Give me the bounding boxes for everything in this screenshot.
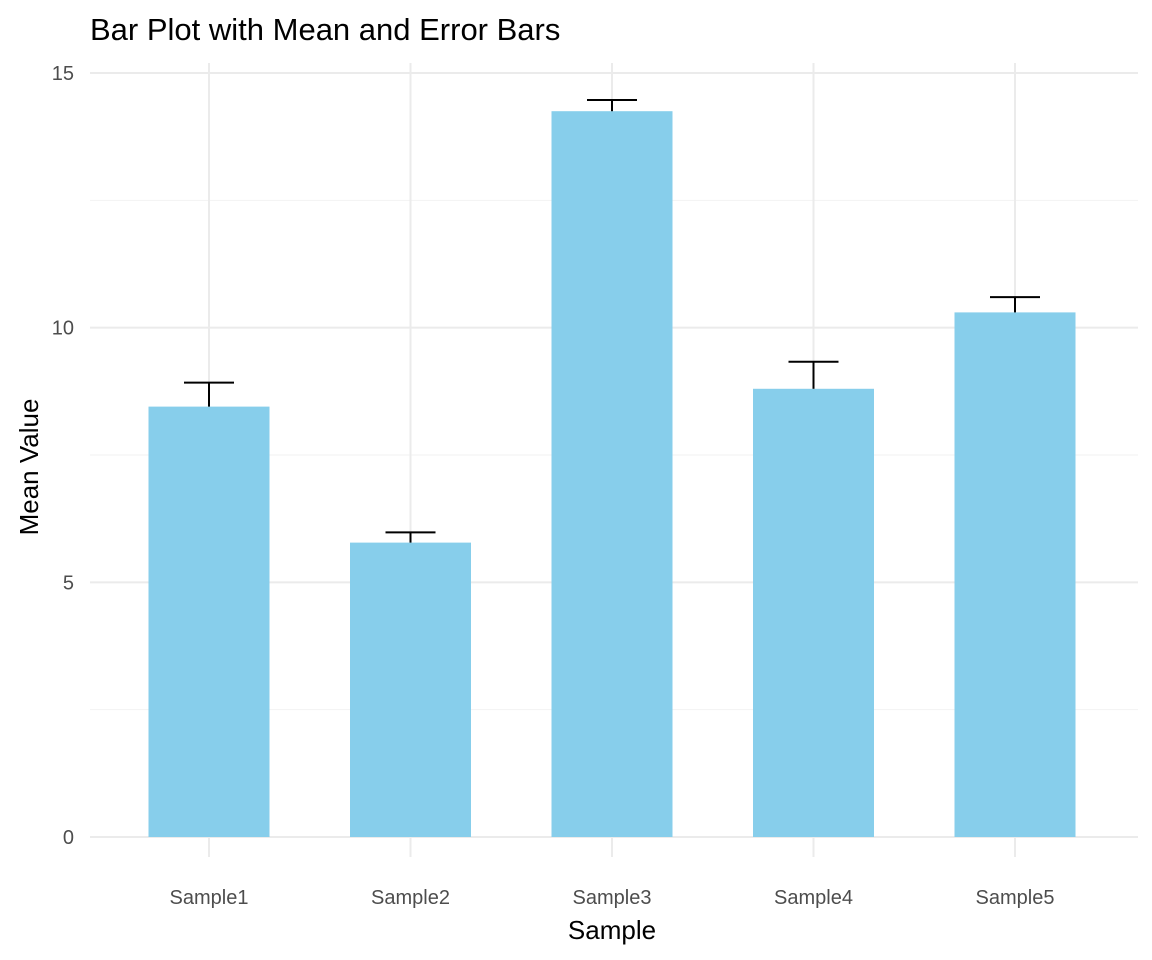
y-tick-label: 5	[63, 572, 74, 594]
error-bar-sample4	[788, 360, 839, 389]
x-tick-label: Sample3	[573, 887, 652, 909]
error-bar-sample2	[385, 531, 436, 543]
error-bars	[184, 98, 1040, 543]
x-axis-ticks: Sample1 Sample2 Sample3 Sample4 Sample5	[170, 887, 1055, 909]
y-tick-label: 15	[52, 63, 74, 85]
bar-sample3	[551, 111, 673, 837]
x-tick-label: Sample4	[774, 887, 853, 909]
x-tick-label: Sample2	[371, 887, 450, 909]
chart-title: Bar Plot with Mean and Error Bars	[90, 12, 560, 47]
bar-sample4	[753, 388, 874, 837]
y-axis-title: Mean Value	[14, 399, 44, 536]
error-bar-sample5	[990, 296, 1040, 313]
error-bar-sample3	[587, 98, 637, 112]
x-axis-title: Sample	[568, 915, 656, 945]
y-axis-ticks: 0 5 10 15	[52, 63, 74, 849]
bar-sample1	[148, 406, 270, 837]
y-tick-label: 0	[63, 827, 74, 849]
error-bar-sample1	[184, 381, 234, 407]
x-tick-label: Sample1	[170, 887, 249, 909]
bar-sample2	[350, 542, 471, 837]
x-tick-label: Sample5	[976, 887, 1055, 909]
bar-sample5	[954, 312, 1076, 837]
bars	[148, 111, 1076, 837]
y-tick-label: 10	[52, 318, 74, 340]
